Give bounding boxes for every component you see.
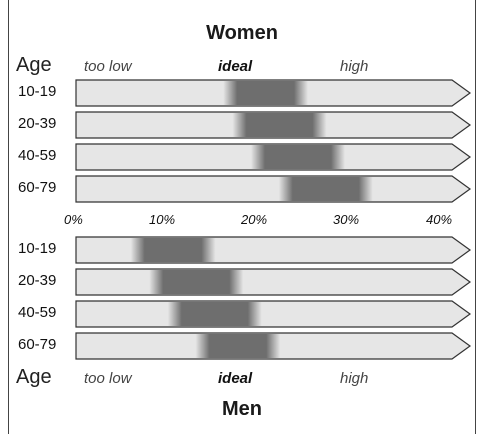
women-age-label: Age [16,54,52,76]
women-header-high: high [340,58,369,75]
women-title: Women [206,22,278,44]
women-bar [76,176,470,202]
men-ideal-range [167,302,262,326]
men-age-label: Age [16,366,52,388]
women-row-label: 60-79 [18,179,57,196]
women-row-label: 40-59 [18,147,57,164]
men-row-label: 60-79 [18,336,57,353]
men-row-label: 20-39 [18,272,57,289]
women-header-too-low: too low [84,58,132,75]
men-row-label: 10-19 [18,240,57,257]
scale-tick-label: 30% [333,212,360,227]
women-ideal-range [232,113,327,137]
men-header-ideal: ideal [218,370,253,387]
men-ideal-range [130,238,216,262]
women-ideal-range [251,145,345,169]
scale-tick-label: 10% [149,212,176,227]
women-ideal-range [278,177,373,201]
men-bar-outline [75,236,472,264]
women-bar-outline [75,143,472,171]
women-ideal-range [223,81,308,105]
women-row-label: 10-19 [18,83,57,100]
scale-tick-label: 0% [64,212,83,227]
men-ideal-range [195,334,281,358]
chart-frame [8,0,476,434]
men-bar-outline [75,300,472,328]
women-bar-outline [75,79,472,107]
scale-tick-label: 20% [241,212,268,227]
women-bar-outline [75,175,472,203]
men-ideal-range [149,270,244,294]
men-header-too-low: too low [84,370,132,387]
women-row-label: 20-39 [18,115,57,132]
men-header-high: high [340,370,369,387]
scale-tick-label: 40% [426,212,453,227]
women-bar-outline [75,111,472,139]
men-bar-outline [75,332,472,360]
men-title: Men [222,398,262,420]
men-bar-outline [75,268,472,296]
men-bar [76,301,470,327]
men-row-label: 40-59 [18,304,57,321]
women-header-ideal: ideal [218,58,253,75]
men-bar [76,269,470,295]
